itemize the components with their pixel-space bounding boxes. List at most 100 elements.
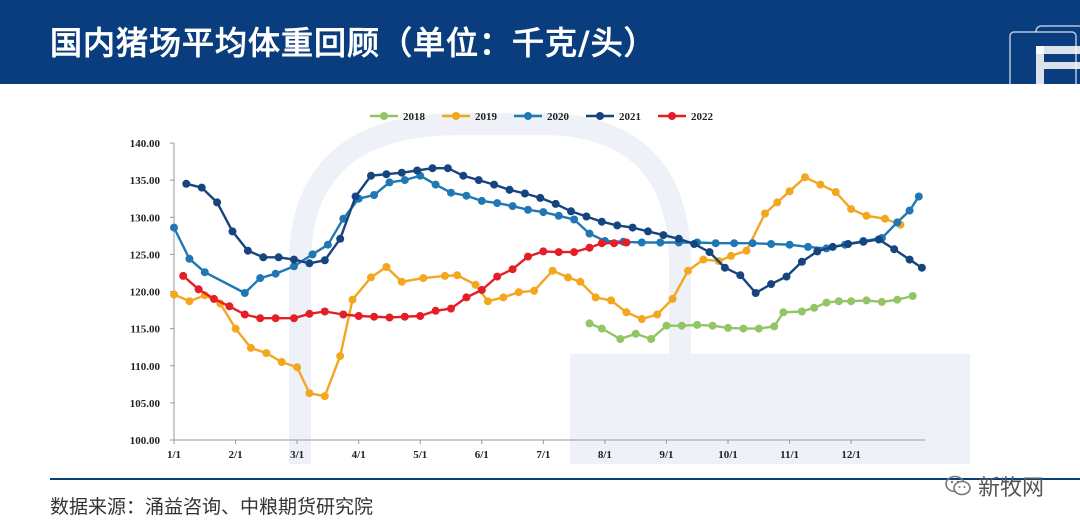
legend-swatch-marker <box>668 112 676 120</box>
data-point <box>274 253 283 262</box>
data-point <box>170 223 178 232</box>
data-point <box>813 247 822 256</box>
data-point <box>576 277 585 286</box>
data-point <box>881 214 889 223</box>
data-point <box>182 179 191 188</box>
y-tick-label: 115.00 <box>130 324 160 336</box>
data-point <box>382 170 391 179</box>
data-point <box>225 302 234 311</box>
data-point <box>653 310 662 319</box>
data-point <box>554 211 563 220</box>
data-point <box>877 297 886 306</box>
data-point <box>554 248 563 257</box>
data-point <box>570 215 579 224</box>
data-point <box>785 240 794 249</box>
data-point <box>724 323 732 332</box>
data-point <box>323 240 332 249</box>
data-point <box>477 196 486 205</box>
data-point <box>385 313 394 322</box>
y-tick-label: 125.00 <box>130 249 161 261</box>
data-point <box>477 286 486 294</box>
data-point <box>240 310 249 319</box>
data-point <box>637 238 646 247</box>
data-point <box>308 250 317 259</box>
legend-item-2022: 2022 <box>658 111 714 123</box>
legend-swatch-marker <box>596 112 604 120</box>
legend-item-2020: 2020 <box>514 111 570 123</box>
data-point <box>508 265 517 274</box>
brand-logo-icon <box>1009 25 1080 84</box>
y-tick-label: 110.00 <box>130 361 160 373</box>
data-point <box>508 202 517 211</box>
data-point <box>539 208 548 217</box>
legend: 2018 2019 2020 2021 2022 <box>370 111 714 123</box>
data-point <box>490 180 499 189</box>
data-point <box>607 296 616 305</box>
data-point <box>548 266 557 275</box>
data-point <box>699 255 708 264</box>
background-watermark <box>289 113 970 464</box>
wechat-icon <box>945 475 971 496</box>
data-point <box>690 240 699 248</box>
data-point <box>413 166 422 175</box>
legend-swatch-marker <box>452 112 460 120</box>
data-point <box>514 288 523 297</box>
data-point <box>668 294 677 303</box>
data-point <box>779 308 788 317</box>
data-point <box>385 178 394 187</box>
data-point <box>736 271 745 280</box>
data-point <box>622 238 631 247</box>
data-point <box>431 306 440 315</box>
data-point <box>240 289 249 297</box>
data-point <box>847 297 856 306</box>
data-point <box>597 239 606 248</box>
data-point <box>597 324 606 333</box>
data-point <box>844 240 853 248</box>
data-point <box>742 246 751 255</box>
data-point <box>859 237 868 246</box>
data-source-note: 数据来源：涌益咨询、中粮期货研究院 <box>50 496 374 518</box>
y-tick-label: 105.00 <box>130 398 161 410</box>
data-point <box>185 254 194 263</box>
data-point <box>677 321 686 330</box>
data-point <box>243 246 252 255</box>
data-point <box>246 343 255 352</box>
data-point <box>674 234 683 243</box>
data-point <box>397 168 406 177</box>
x-tick-label: 5/1 <box>413 449 427 461</box>
data-point <box>179 271 188 280</box>
data-point <box>416 312 425 320</box>
x-tick-label: 2/1 <box>229 449 243 461</box>
data-point <box>739 324 748 333</box>
data-point <box>256 274 265 283</box>
data-point <box>271 269 280 278</box>
data-point <box>354 312 363 320</box>
watermark: 新牧网 <box>944 470 1044 502</box>
data-point <box>474 176 483 185</box>
data-point <box>644 227 652 236</box>
data-point <box>524 205 532 214</box>
data-point <box>320 307 329 316</box>
data-point <box>431 180 440 189</box>
data-point <box>659 231 668 240</box>
series-line <box>172 174 920 295</box>
x-tick-label: 9/1 <box>659 449 673 461</box>
legend-item-2018: 2018 <box>370 111 426 123</box>
data-point <box>551 199 560 208</box>
series-2021 <box>182 164 926 297</box>
series-lines <box>170 164 926 401</box>
data-point <box>751 289 760 297</box>
data-point <box>259 253 268 262</box>
header-bar: 国内猪场平均体重回顾（单位：千克/头） <box>0 0 1080 84</box>
data-point <box>564 273 572 282</box>
data-point <box>447 188 455 197</box>
y-tick-label: 140.00 <box>130 138 161 150</box>
data-point <box>917 263 926 272</box>
data-point <box>453 271 462 280</box>
data-point <box>727 251 736 260</box>
chart-area: 140.00 135.00 130.00 125.00 120.00 115.00 110.… <box>0 84 1080 474</box>
data-point <box>440 271 449 280</box>
data-point <box>210 294 218 303</box>
data-point <box>367 273 375 282</box>
data-point <box>597 217 606 226</box>
